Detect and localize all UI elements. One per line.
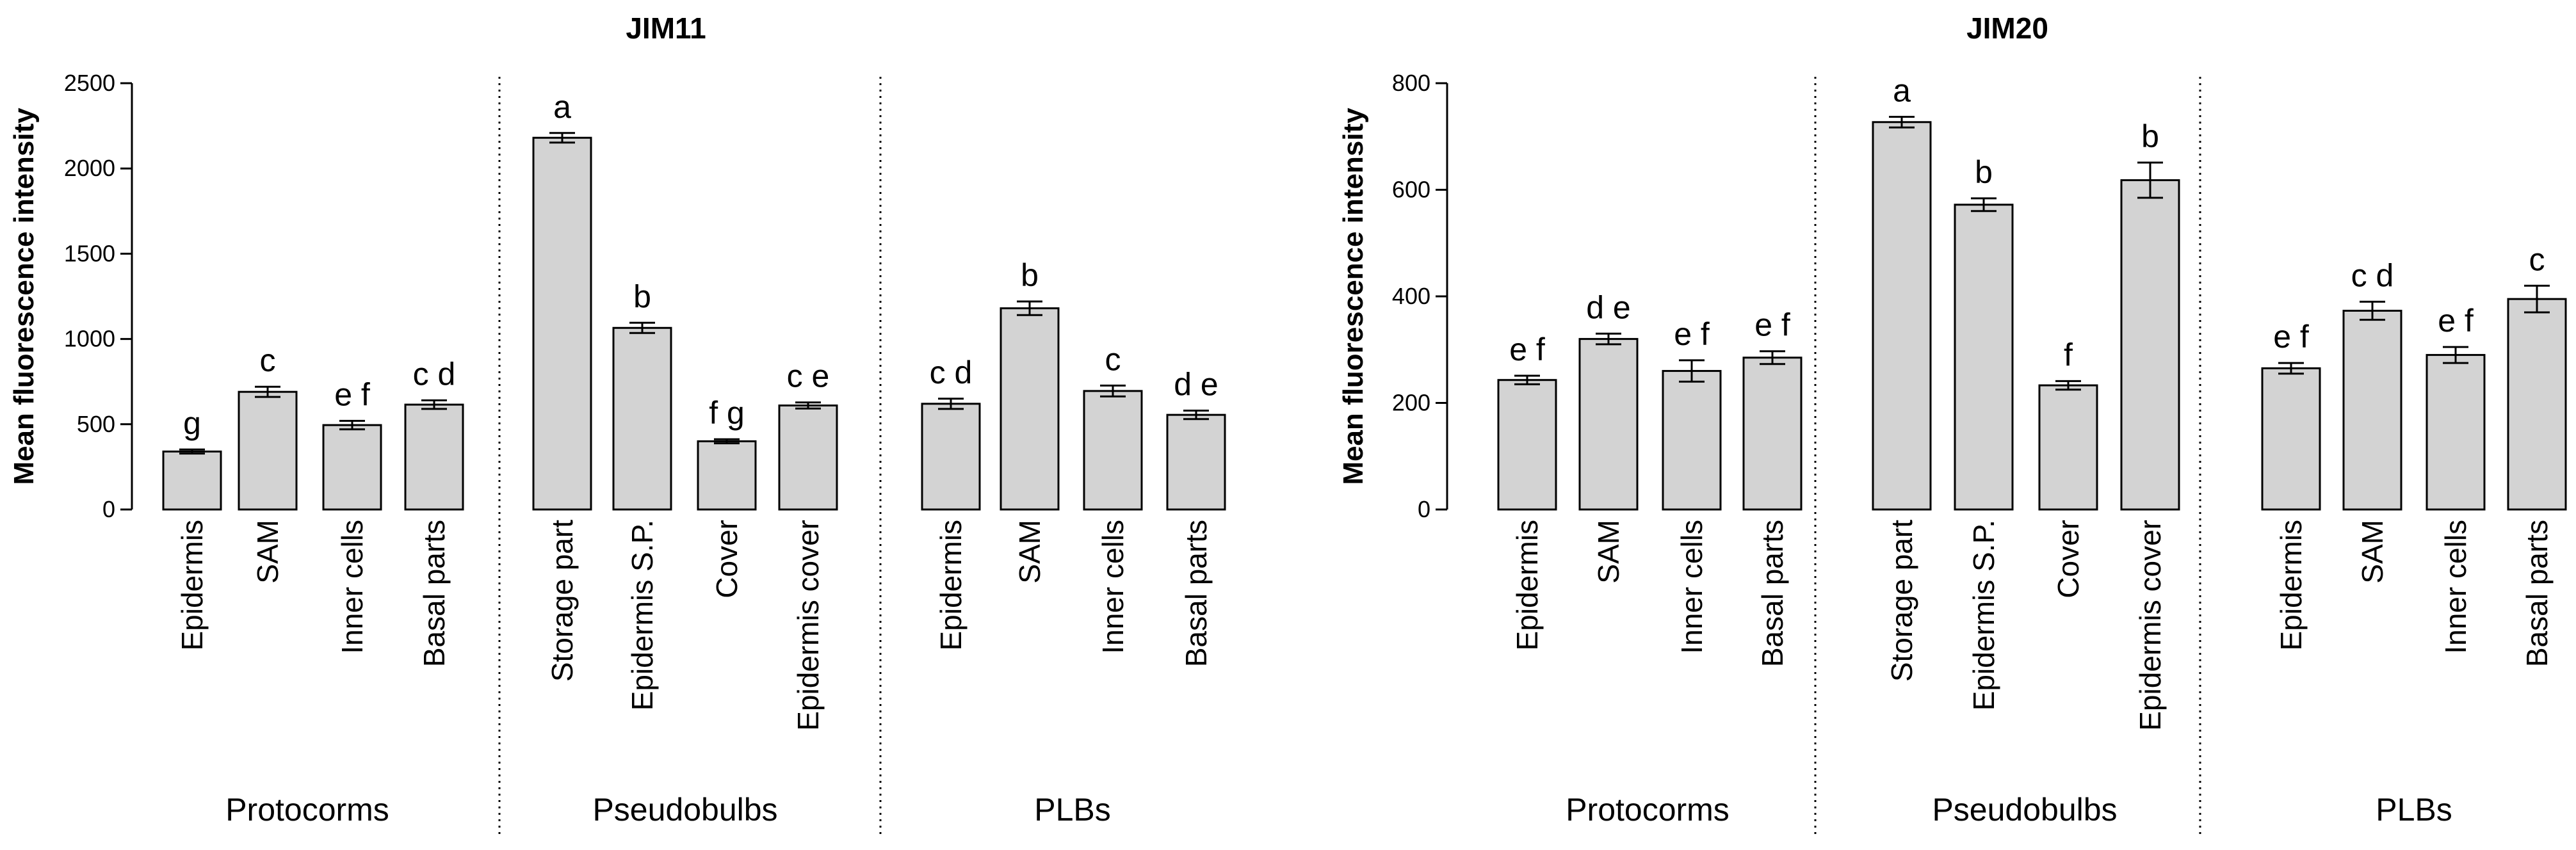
group-label: Protocorms xyxy=(1566,792,1729,828)
bar xyxy=(612,326,672,511)
y-tick-label: 500 xyxy=(77,411,115,437)
bar xyxy=(1083,390,1143,511)
bar xyxy=(1000,307,1060,511)
bar xyxy=(1166,413,1226,511)
bar xyxy=(532,136,592,511)
group-label: PLBs xyxy=(2376,792,2452,828)
y-tick-label: 1500 xyxy=(64,240,115,266)
bar xyxy=(1872,121,1932,511)
significance-label: e f xyxy=(334,376,370,412)
significance-label: e f xyxy=(2438,303,2474,339)
category-label: Inner cells xyxy=(336,520,369,654)
significance-label: c d xyxy=(2351,257,2394,293)
significance-label: f xyxy=(2064,337,2073,373)
y-tick-label: 400 xyxy=(1392,283,1430,309)
bar xyxy=(697,440,757,511)
y-tick-label: 1000 xyxy=(64,326,115,352)
y-tick-label: 0 xyxy=(1418,496,1430,522)
significance-label: b xyxy=(1021,257,1039,293)
chart-jim20: JIM20 Mean fluorescence intensity 0 200 400 6… xyxy=(1338,12,2567,838)
y-tick-label: 600 xyxy=(1392,177,1430,203)
group-label: PLBs xyxy=(1034,792,1111,828)
significance-label: e f xyxy=(1754,307,1790,343)
group-label: Pseudobulbs xyxy=(1932,792,2117,828)
bar xyxy=(778,404,838,511)
bar xyxy=(238,390,298,511)
significance-label: b xyxy=(1975,154,1993,190)
bar xyxy=(2507,298,2567,511)
category-label: Epidermis cover xyxy=(2134,520,2167,731)
category-label: Basal parts xyxy=(1756,520,1789,667)
category-label: SAM xyxy=(1592,520,1625,584)
significance-label: a xyxy=(1893,72,1911,108)
category-label: Epidermis xyxy=(175,520,209,651)
significance-label: c e xyxy=(787,358,830,394)
significance-label: d e xyxy=(1174,366,1219,402)
group-label: Protocorms xyxy=(225,792,389,828)
category-label: Epidermis xyxy=(1511,520,1544,651)
category-label: Cover xyxy=(2052,520,2085,598)
significance-label: d e xyxy=(1586,289,1631,325)
bar xyxy=(1497,379,1557,511)
y-tick-label: 2500 xyxy=(64,70,115,96)
significance-label: e f xyxy=(1674,316,1710,352)
y-tick-label: 200 xyxy=(1392,390,1430,416)
bar xyxy=(2342,309,2402,511)
category-label: Basal parts xyxy=(2520,520,2554,667)
chart-title: JIM20 xyxy=(1966,12,2048,45)
category-label: Inner cells xyxy=(1096,520,1130,654)
category-label: Basal parts xyxy=(417,520,451,667)
bar xyxy=(2426,354,2486,511)
significance-label: b xyxy=(633,278,651,314)
y-tick-label: 800 xyxy=(1392,70,1430,96)
y-axis-label: Mean fluorescence intensity xyxy=(1338,108,1369,485)
category-label: Inner cells xyxy=(2439,520,2472,654)
significance-label: g xyxy=(183,405,201,441)
y-axis-label: Mean fluorescence intensity xyxy=(8,108,40,485)
category-label: SAM xyxy=(251,520,284,584)
chart-title: JIM11 xyxy=(626,12,706,45)
category-label: Epidermis xyxy=(2274,520,2308,651)
significance-label: b xyxy=(2141,118,2159,154)
bar xyxy=(404,403,464,511)
category-label: SAM xyxy=(2356,520,2389,584)
significance-label: e f xyxy=(1509,332,1545,367)
significance-label: f g xyxy=(709,395,745,431)
category-label: Epidermis xyxy=(934,520,968,651)
category-label: Cover xyxy=(710,520,743,598)
y-tick-label: 2000 xyxy=(64,155,115,181)
category-label: Epidermis S.P. xyxy=(1967,520,2000,710)
bar xyxy=(1954,204,2014,511)
bar xyxy=(921,403,981,511)
bar xyxy=(1578,338,1639,511)
chart-jim11: JIM11 Mean fluorescence intensity 0 500 1000… xyxy=(8,12,1226,838)
bar xyxy=(1662,370,1722,511)
category-label: Epidermis cover xyxy=(791,520,825,731)
bar xyxy=(2120,179,2180,511)
category-label: Inner cells xyxy=(1675,520,1708,654)
bar xyxy=(322,424,382,511)
category-label: SAM xyxy=(1013,520,1046,584)
significance-label: e f xyxy=(2273,319,2309,355)
category-label: Storage part xyxy=(1885,520,1918,682)
bar xyxy=(2261,367,2321,511)
significance-label: c d xyxy=(930,355,973,390)
bar xyxy=(1742,357,1802,511)
y-tick-label: 0 xyxy=(102,496,115,522)
bar xyxy=(2038,384,2098,511)
significance-label: c xyxy=(2529,241,2545,277)
category-label: Basal parts xyxy=(1179,520,1213,667)
group-label: Pseudobulbs xyxy=(592,792,777,828)
significance-label: c xyxy=(260,342,276,378)
category-label: Epidermis S.P. xyxy=(626,520,659,710)
category-label: Storage part xyxy=(546,520,579,682)
bar xyxy=(162,450,222,511)
significance-label: c d xyxy=(413,357,456,392)
significance-label: a xyxy=(553,89,571,125)
significance-label: c xyxy=(1105,341,1121,377)
